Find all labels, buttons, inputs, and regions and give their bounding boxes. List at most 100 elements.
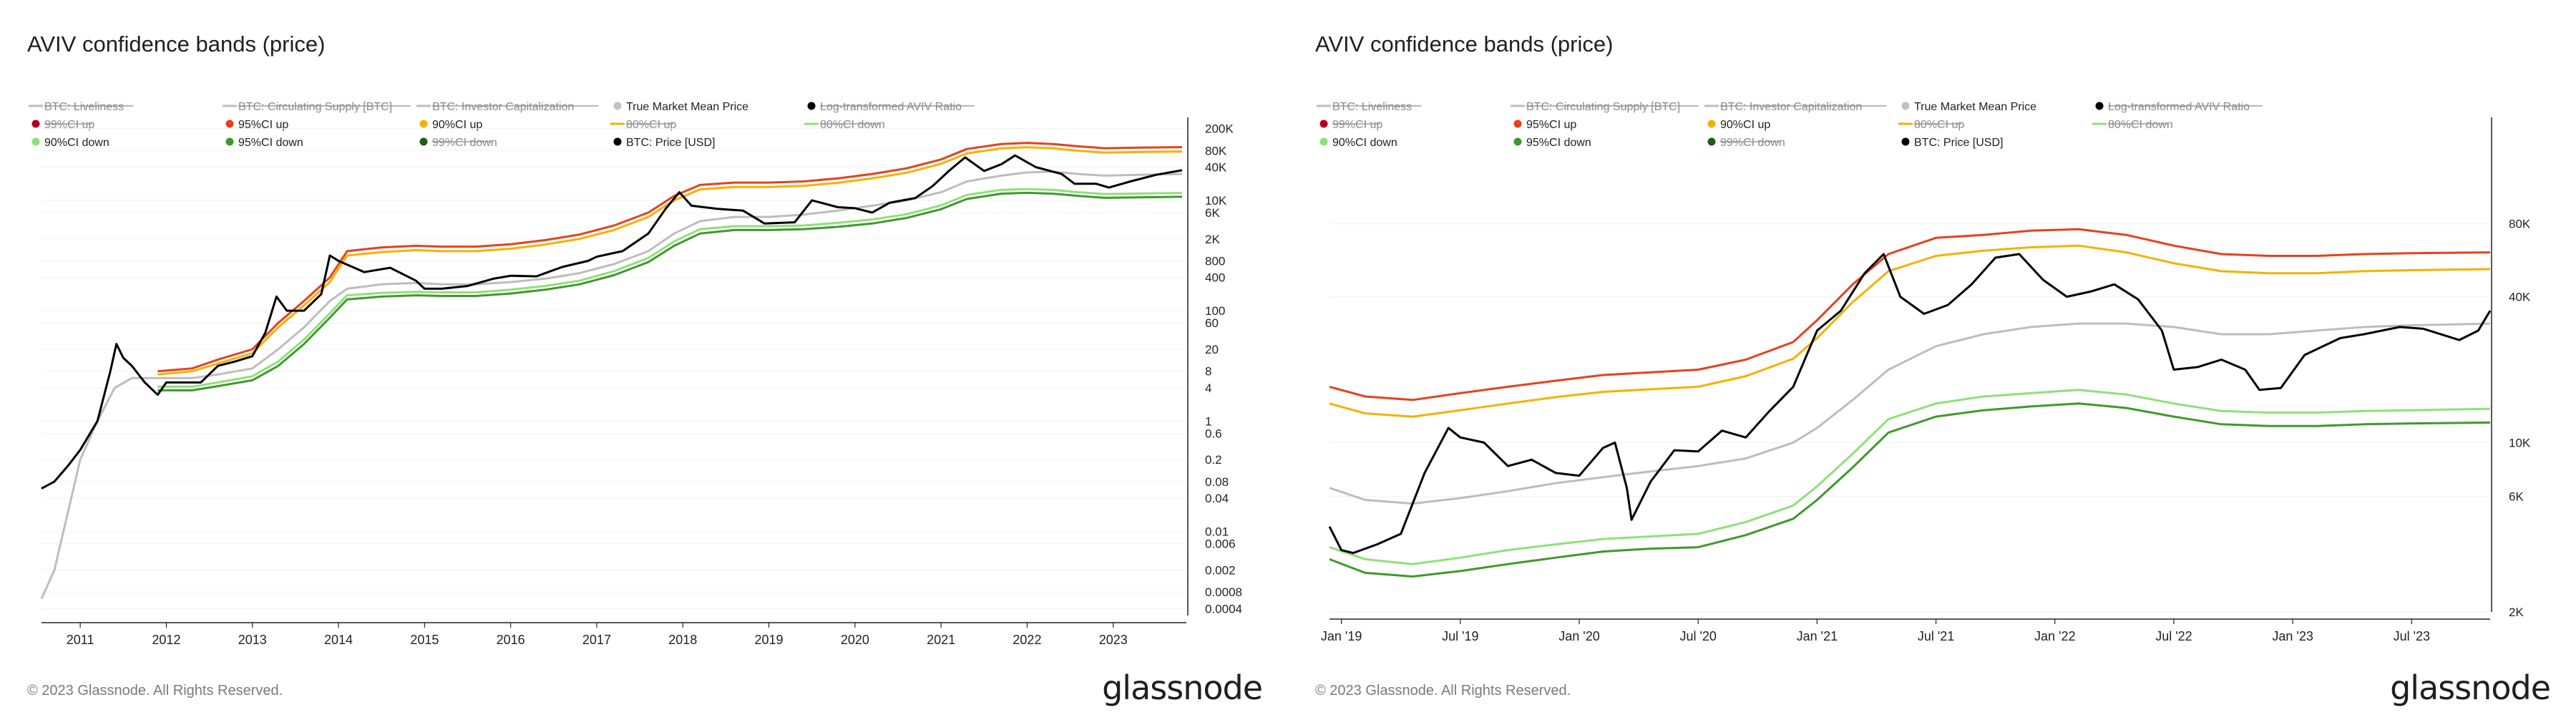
legend-item[interactable]: BTC: Liveliness (1317, 101, 1422, 113)
legend-item[interactable]: 90%CI down (1319, 137, 1397, 149)
series-line-90-ci-down (1329, 389, 2491, 565)
y-tick-label: 0.01 (1205, 525, 1229, 539)
legend-item[interactable]: 99%CI down (419, 137, 497, 149)
y-tick-label: 80K (1205, 144, 1227, 157)
series-line-btc-price-usd (41, 154, 1183, 490)
legend-label: 99%CI up (1332, 119, 1382, 131)
y-tick-label: 10K (1205, 194, 1227, 208)
y-tick-label: 200K (1205, 122, 1234, 136)
legend-item[interactable]: BTC: Investor Capitalization (1704, 101, 1887, 113)
x-tick-label: Jan '20 (1558, 629, 1599, 643)
y-tick-label: 2K (2509, 605, 2524, 619)
legend-label: 80%CI up (1914, 119, 1964, 131)
legend-item[interactable]: 99%CI up (31, 119, 95, 131)
legend-marker-dot (807, 102, 816, 110)
legend-marker-dot (1707, 120, 1716, 128)
legend-item[interactable]: 80%CI down (804, 119, 885, 131)
legend-marker-dot (1901, 137, 1910, 146)
legend-label: 90%CI up (1720, 119, 1770, 131)
legend-marker-dot (1901, 102, 1910, 110)
legend-item[interactable]: 90%CI down (31, 137, 109, 149)
legend-item[interactable]: 99%CI down (1707, 137, 1785, 149)
chart-svg-left: BTC: Liveliness BTC: Circulating Supply [… (29, 101, 1242, 647)
y-axis: 80K 40K 10K 6K 2K (2491, 117, 2531, 619)
legend-item[interactable]: BTC: Liveliness (29, 101, 134, 113)
y-tick-label: 6K (2509, 490, 2524, 503)
series-line-true-market-mean-price (1329, 322, 2491, 505)
legend-item[interactable]: Log-transformed AVIV Ratio (2095, 101, 2263, 113)
legend-marker-dot (1707, 137, 1716, 146)
y-tick-label: 0.2 (1205, 453, 1222, 467)
legend-marker-dot (2095, 102, 2104, 110)
x-tick-label: 2012 (152, 633, 180, 647)
series-line-95-ci-up (157, 142, 1183, 373)
y-tick-label: 0.04 (1205, 492, 1229, 505)
x-tick-label: Jan '21 (1797, 629, 1838, 643)
legend-marker-dot (1319, 137, 1328, 146)
x-tick-label: 2013 (238, 633, 267, 647)
legend-label: Log-transformed AVIV Ratio (2108, 101, 2250, 113)
y-tick-label: 4 (1205, 381, 1211, 395)
legend-item[interactable]: 90%CI up (419, 119, 483, 131)
legend-marker-dot (419, 120, 428, 128)
legend-item[interactable]: BTC: Investor Capitalization (416, 101, 599, 113)
legend-item[interactable]: 99%CI up (1319, 119, 1383, 131)
y-tick-label: 80K (2509, 218, 2531, 231)
legend: BTC: Liveliness BTC: Circulating Supply [… (1317, 101, 2263, 149)
x-tick-label: 2021 (927, 633, 955, 647)
legend-item[interactable]: 95%CI down (1513, 137, 1591, 149)
x-tick-label: 2016 (497, 633, 525, 647)
chart-title: AVIV confidence bands (price) (27, 31, 326, 57)
series-line-90-ci-up (157, 146, 1183, 376)
legend-marker-dot (225, 137, 234, 146)
legend-item[interactable]: True Market Mean Price (613, 101, 749, 113)
x-tick-label: 2011 (67, 633, 94, 647)
grid (1330, 223, 2490, 613)
x-tick-label: Jan '19 (1321, 629, 1362, 643)
y-tick-label: 0.0008 (1205, 585, 1242, 599)
y-tick-label: 60 (1205, 316, 1219, 330)
x-tick-label: 2014 (324, 633, 353, 647)
y-tick-label: 20 (1205, 343, 1219, 356)
legend-item[interactable]: 95%CI up (225, 119, 289, 131)
series-line-btc-price-usd (1328, 253, 2492, 555)
x-tick-label: Jul '23 (2394, 629, 2430, 643)
copyright-text: © 2023 Glassnode. All Rights Reserved. (27, 683, 283, 699)
legend-label: BTC: Liveliness (1332, 101, 1412, 113)
chart-svg-right: BTC: Liveliness BTC: Circulating Supply [… (1317, 101, 2531, 643)
series-group (40, 142, 1183, 600)
legend-marker-dot (419, 137, 428, 146)
y-tick-label: 100 (1205, 304, 1225, 318)
legend-item[interactable]: True Market Mean Price (1901, 101, 2037, 113)
legend-label: 90%CI up (432, 119, 482, 131)
legend-marker-dot (225, 120, 234, 128)
legend-item[interactable]: 80%CI up (1898, 119, 1964, 131)
x-tick-label: Jan '22 (2034, 629, 2075, 643)
legend-label: 95%CI up (238, 119, 288, 131)
y-tick-label: 1 (1205, 414, 1211, 428)
y-tick-label: 10K (2509, 436, 2531, 449)
legend-label: 99%CI down (1720, 137, 1785, 149)
legend-label: 95%CI down (238, 137, 303, 149)
legend-marker-dot (613, 102, 622, 110)
legend-item[interactable]: 90%CI up (1707, 119, 1771, 131)
legend-item[interactable]: 95%CI up (1513, 119, 1577, 131)
legend-item[interactable]: Log-transformed AVIV Ratio (807, 101, 975, 113)
x-tick-label: 2022 (1013, 633, 1041, 647)
legend-marker-dot (1513, 120, 1522, 128)
legend-item[interactable]: 80%CI down (2092, 119, 2173, 131)
copyright-text: © 2023 Glassnode. All Rights Reserved. (1315, 683, 1571, 699)
legend-item[interactable]: BTC: Price [USD] (1901, 137, 2004, 149)
legend-item[interactable]: BTC: Circulating Supply [BTC] (223, 101, 411, 113)
legend-label: 95%CI up (1526, 119, 1576, 131)
glassnode-logo: glassnode (1102, 668, 1263, 707)
y-tick-label: 0.08 (1205, 475, 1229, 489)
series-line-95-ci-up (1329, 228, 2491, 402)
legend-item[interactable]: BTC: Circulating Supply [BTC] (1511, 101, 1699, 113)
legend-label: BTC: Investor Capitalization (1720, 101, 1862, 113)
legend-item[interactable]: 95%CI down (225, 137, 303, 149)
legend-item[interactable]: BTC: Price [USD] (613, 137, 716, 149)
x-tick-label: 2023 (1099, 633, 1128, 647)
legend-item[interactable]: 80%CI up (610, 119, 676, 131)
legend-label: BTC: Price [USD] (626, 137, 715, 149)
